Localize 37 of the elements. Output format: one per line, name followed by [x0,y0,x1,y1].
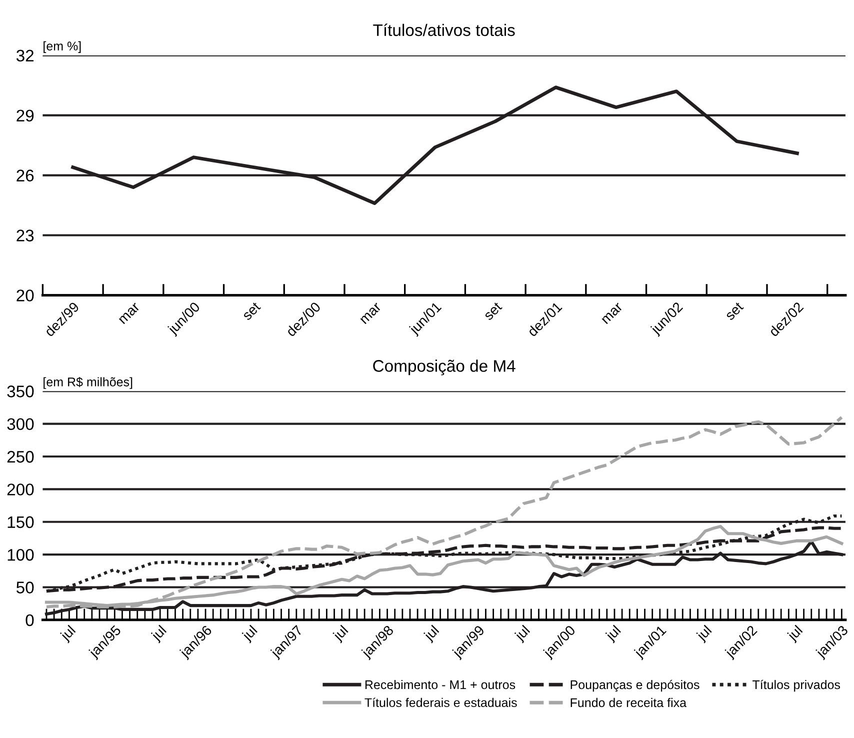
x-tick-label: jul [695,624,714,644]
y-tick-label: 150 [8,516,34,528]
legend-label: Poupanças e depósitos [570,680,700,692]
x-tick-label: jul [240,624,260,644]
x-tick-label: mar [602,302,624,324]
x-tick-label: jul [514,624,532,644]
y-axis-title: [em R$ milhões] [44,377,132,389]
x-tick-label: jul [332,624,350,644]
x-tick-label: jul [604,624,623,644]
chart-title: Títulos/ativos totais [373,24,515,36]
y-tick-label: 32 [16,50,34,62]
legend-label: Títulos privados [752,680,840,692]
x-tick-label: jul [150,624,169,644]
y-tick-label: 0 [26,614,34,626]
x-tick-label: set [483,302,503,321]
y-tick-label: 29 [16,110,34,122]
y-axis-title: [em %] [44,41,81,53]
y-tick-label: 300 [7,418,34,430]
y-tick-label: 50 [16,582,34,594]
legend-label: Títulos federais e estaduais [364,698,517,708]
y-tick-label: 26 [16,170,34,182]
chart-title: Composição de M4 [373,360,516,376]
y-tick-label: 350 [7,386,34,398]
legend-label: Fundo de receita fixa [570,698,687,708]
y-tick-label: 20 [16,290,34,302]
y-tick-label: 23 [16,230,34,242]
y-tick-label: 200 [7,484,34,496]
legend-label: Recebimento - M1 + outros [365,680,516,690]
x-tick-label: mar [360,302,382,324]
x-tick-label: jul [59,624,78,644]
x-tick-label: jul [422,624,442,644]
y-tick-label: 250 [7,450,34,463]
x-tick-label: mar [118,302,140,324]
x-tick-label: jul [786,624,805,644]
x-tick-label: set [724,302,744,321]
y-tick-label: 100 [8,548,34,561]
x-tick-label: set [242,302,262,321]
